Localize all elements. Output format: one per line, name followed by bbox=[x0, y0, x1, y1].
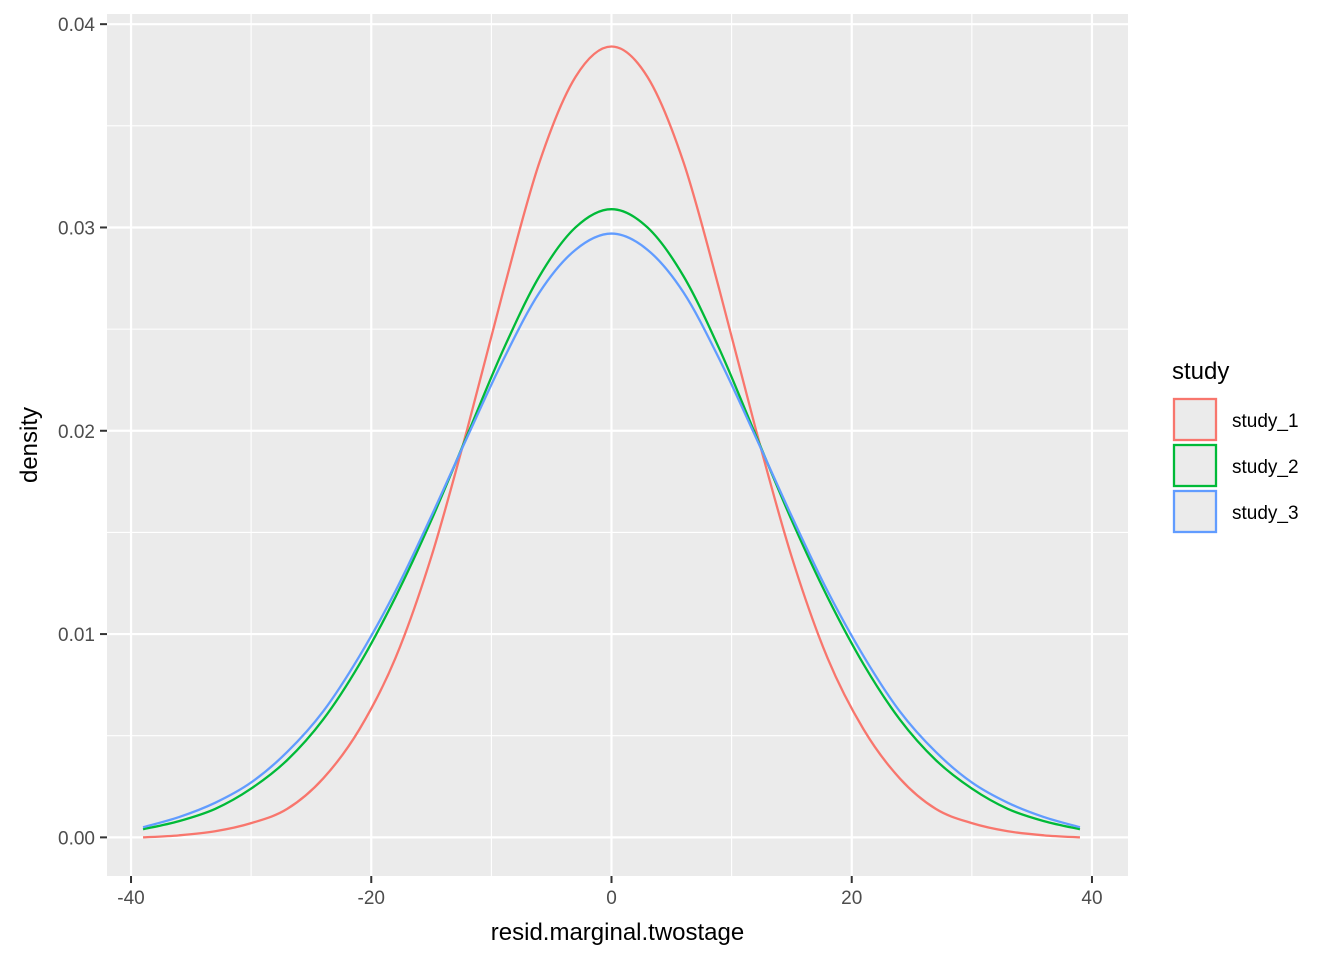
legend-key-study-3 bbox=[1172, 489, 1218, 534]
x-tick-label: -20 bbox=[358, 888, 385, 909]
y-axis: 0.00 0.01 0.02 0.03 0.04 bbox=[58, 15, 107, 849]
legend-key-study-1 bbox=[1172, 397, 1218, 442]
plot-panel bbox=[107, 14, 1128, 876]
legend-title: study bbox=[1172, 358, 1229, 385]
y-axis-title: density bbox=[16, 407, 43, 483]
x-axis-title: resid.marginal.twostage bbox=[491, 919, 744, 946]
y-tick-label: 0.02 bbox=[58, 422, 95, 443]
y-tick-label: 0.04 bbox=[58, 15, 95, 36]
series-line-study-3 bbox=[142, 232, 1081, 829]
y-tick-label: 0.00 bbox=[58, 828, 95, 849]
y-tick-label: 0.03 bbox=[58, 218, 95, 239]
series-line-study-1 bbox=[142, 45, 1081, 839]
series-line-study-2 bbox=[142, 208, 1081, 831]
legend-key-study-2 bbox=[1172, 443, 1218, 488]
major-gridlines bbox=[107, 14, 1128, 876]
x-tick-label: 20 bbox=[841, 888, 862, 909]
legend-label: study_3 bbox=[1232, 503, 1299, 524]
legend: study study_1 study_2 study_3 bbox=[1172, 358, 1299, 534]
x-axis: -40 -20 0 20 40 bbox=[117, 876, 1103, 909]
x-tick-label: -40 bbox=[117, 888, 144, 909]
series-layer bbox=[142, 45, 1081, 839]
legend-label: study_1 bbox=[1232, 411, 1299, 432]
x-tick-label: 40 bbox=[1081, 888, 1102, 909]
minor-gridlines bbox=[107, 14, 1128, 876]
x-tick-label: 0 bbox=[606, 888, 617, 909]
y-tick-label: 0.01 bbox=[58, 625, 95, 646]
legend-label: study_2 bbox=[1232, 457, 1299, 478]
